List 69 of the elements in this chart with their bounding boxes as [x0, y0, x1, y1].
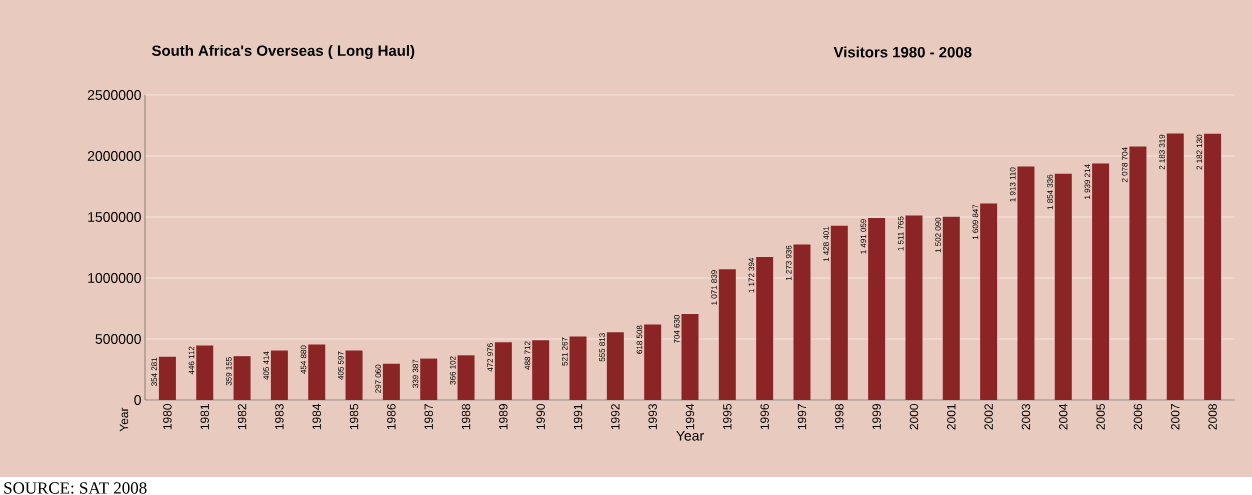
x-tick-label: 1982 — [237, 404, 247, 430]
chart-title: South Africa's Overseas ( Long Haul) — [151, 44, 415, 59]
x-tick-label: 1992 — [611, 404, 620, 430]
y-tick-label: 2000000 — [87, 151, 141, 161]
bar — [718, 269, 736, 400]
bar — [606, 332, 624, 400]
y-tick-label: 0 — [134, 395, 141, 405]
source-note: SOURCE: SAT 2008 — [4, 482, 147, 494]
bar — [905, 215, 923, 400]
bar — [1204, 133, 1222, 400]
x-axis-title: Year — [676, 430, 704, 441]
bar — [532, 340, 550, 400]
bar — [158, 356, 176, 400]
bar — [942, 216, 960, 400]
x-tick-label: 1981 — [200, 404, 209, 430]
bar — [233, 356, 251, 400]
x-tick-label: 2000 — [909, 403, 919, 430]
bar — [1054, 173, 1072, 400]
x-tick-label: 1986 — [387, 404, 396, 430]
x-tick-label: 1984 — [312, 403, 321, 430]
x-tick-label: 1994 — [685, 403, 695, 430]
x-tick-label: 1987 — [424, 404, 433, 430]
x-tick-label: 1999 — [872, 404, 881, 430]
bar — [494, 342, 512, 400]
bar — [196, 345, 214, 400]
x-tick-label: 1993 — [648, 404, 657, 430]
x-tick-label: 2006 — [1133, 404, 1143, 430]
chart-subtitle: Visitors 1980 - 2008 — [833, 46, 972, 58]
x-tick-label: 1991 — [573, 404, 583, 430]
x-tick-label: 2008 — [1208, 404, 1217, 430]
y-tick-label: 500000 — [95, 334, 141, 344]
x-tick-label: 2007 — [1171, 404, 1180, 430]
bar — [457, 355, 475, 400]
x-tick-label: 1988 — [461, 404, 471, 430]
bar — [569, 336, 587, 400]
bar — [1017, 166, 1035, 400]
bar — [756, 256, 774, 400]
x-tick-label: 2002 — [984, 404, 993, 430]
y-tick-label: 1500000 — [88, 212, 141, 222]
y-tick-label: 2500000 — [87, 90, 141, 100]
x-tick-label: 1990 — [536, 403, 545, 430]
x-tick-label: 1998 — [835, 404, 844, 430]
bar — [382, 363, 400, 400]
bar — [980, 203, 998, 400]
x-tick-label: 1980 — [163, 403, 172, 430]
x-tick-label: 1983 — [275, 404, 284, 430]
bar — [681, 314, 699, 400]
bar — [793, 244, 811, 400]
x-tick-label: 1989 — [499, 404, 508, 430]
bar — [1092, 163, 1110, 400]
bar — [868, 218, 886, 400]
x-tick-label: 1996 — [760, 404, 769, 430]
x-tick-label: 2001 — [947, 404, 956, 430]
x-tick-label: 2004 — [1059, 403, 1068, 430]
x-tick-label: 1985 — [349, 404, 359, 430]
x-tick-label: 1997 — [797, 404, 807, 430]
bar — [830, 225, 848, 400]
bar — [270, 350, 288, 400]
bar — [644, 324, 662, 400]
x-tick-label: 2003 — [1021, 404, 1031, 430]
bar — [1129, 146, 1147, 400]
bar — [308, 344, 326, 400]
bar — [1166, 133, 1184, 400]
x-tick-label: 2005 — [1096, 404, 1105, 430]
y-axis-title: Year — [119, 407, 129, 432]
bar — [345, 350, 363, 400]
x-tick-label: 1995 — [723, 404, 732, 430]
y-tick-label: 1000000 — [88, 273, 141, 283]
bar — [420, 358, 438, 400]
